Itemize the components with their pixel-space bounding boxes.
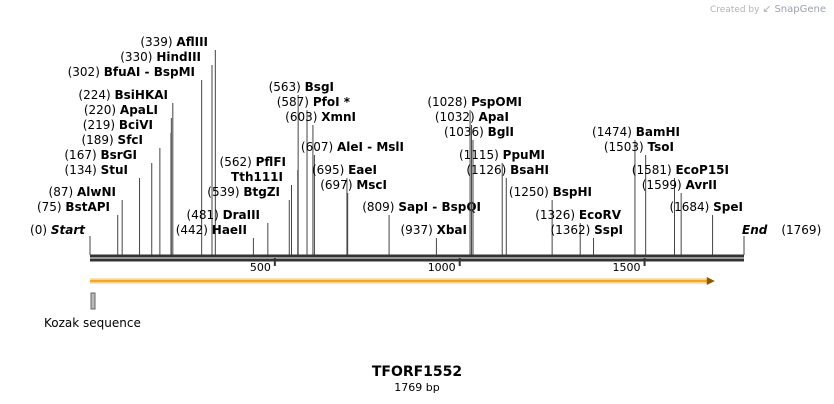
snapgene-logo-icon: ↙ [762, 2, 772, 15]
site-ecorv-label: (1326) EcoRV [535, 208, 622, 222]
site-bsrgi-label: (167) BsrGI [64, 148, 137, 162]
kozak-sequence-feature[interactable] [90, 292, 96, 310]
site-bfuai-bspmi[interactable]: (302) BfuAI - BspMI [68, 65, 203, 255]
site-pspomi-label: (1028) PspOMI [427, 95, 522, 109]
site-bcivi-label: (219) BciVI [83, 118, 153, 132]
site-avrii-label: (1599) AvrII [642, 178, 717, 192]
site-xmni-label: (603) XmnI [285, 110, 356, 124]
site-pspomi[interactable]: (1028) PspOMI [427, 95, 522, 255]
site-sapi-bspqi-label: (809) SapI - BspQI [362, 200, 481, 214]
site-apai-label: (1032) ApaI [435, 110, 509, 124]
site-alei-msli[interactable]: (607) AleI - MslI [301, 140, 404, 255]
site-tsoi[interactable]: (1503) TsoI [604, 140, 674, 255]
feature-layer [90, 292, 96, 310]
site-tth111i[interactable]: Tth111I [231, 170, 292, 255]
site-apali-label: (220) ApaLI [84, 103, 158, 117]
site-pflfi-label: (562) PflFI [220, 155, 286, 169]
site-bsgi[interactable]: (563) BsgI [269, 80, 334, 255]
site-btgzi-label: (539) BtgZI [207, 185, 280, 199]
site-xmni[interactable]: (603) XmnI [285, 110, 356, 255]
site-bsgi-label: (563) BsgI [269, 80, 334, 94]
site-bsphi[interactable]: (1250) BspHI [509, 185, 592, 255]
site-tsoi-label: (1503) TsoI [604, 140, 674, 154]
site-bstapi[interactable]: (75) BstAPI [37, 200, 119, 255]
site-bgli[interactable]: (1036) BglI [444, 125, 514, 255]
site-start[interactable]: (0) Start [30, 223, 91, 255]
site-stui-label: (134) StuI [65, 163, 128, 177]
snapgene-branding: Created by ↙ SnapGene [710, 2, 826, 15]
site-bsahi[interactable]: (1126) BsaHI [466, 163, 549, 255]
site-start-label: (0) Start [30, 223, 86, 237]
orf-layer [90, 277, 715, 285]
site-bstapi-label: (75) BstAPI [37, 200, 110, 214]
site-spei[interactable]: (1684) SpeI [669, 200, 743, 255]
site-spei-label: (1684) SpeI [669, 200, 743, 214]
site-bamhi-label: (1474) BamHI [592, 125, 680, 139]
site-bsphi-label: (1250) BspHI [509, 185, 592, 199]
site-afliii[interactable]: (339) AflIII [140, 35, 216, 255]
site-afliii-label: (339) AflIII [140, 35, 208, 49]
site-eaei[interactable]: (695) EaeI [312, 163, 377, 255]
site-end-label: End (1769) [742, 223, 821, 237]
site-apai[interactable]: (1032) ApaI [435, 110, 509, 255]
ruler-label-1000: 1000 [428, 261, 456, 274]
site-pfoi-label: (587) PfoI * [277, 95, 351, 109]
sequence-title-block: TFORF1552 1769 bp [0, 364, 834, 394]
site-xbai[interactable]: (937) XbaI [401, 223, 468, 255]
site-sfci-label: (189) SfcI [81, 133, 143, 147]
site-draiii[interactable]: (481) DraIII [187, 208, 269, 255]
site-apali[interactable]: (220) ApaLI [84, 103, 172, 255]
site-alei-msli-label: (607) AleI - MslI [301, 140, 404, 154]
site-avrii[interactable]: (1599) AvrII [642, 178, 717, 255]
site-alwni[interactable]: (87) AlwNI [49, 185, 123, 255]
ruler-label-1500: 1500 [613, 261, 641, 274]
sequence-length: 1769 bp [394, 381, 440, 394]
kozak-sequence-label[interactable]: Kozak sequence [44, 316, 141, 330]
site-alwni-label: (87) AlwNI [49, 185, 116, 199]
site-sspi[interactable]: (1362) SspI [550, 223, 623, 255]
site-ecop15i-label: (1581) EcoP15I [632, 163, 729, 177]
site-tth111i-label: Tth111I [231, 170, 283, 184]
orf-arrow-head [706, 277, 715, 285]
site-haeii[interactable]: (442) HaeII [176, 223, 254, 255]
site-ecorv[interactable]: (1326) EcoRV [535, 208, 622, 255]
site-bsihkai-label: (224) BsiHKAI [78, 88, 168, 102]
site-msci-label: (697) MscI [320, 178, 387, 192]
site-bsrgi[interactable]: (167) BsrGI [64, 148, 153, 255]
site-bfuai-bspmi-label: (302) BfuAI - BspMI [68, 65, 195, 79]
snapgene-name: SnapGene [774, 4, 826, 15]
created-by-text: Created by [709, 5, 760, 15]
site-end[interactable]: End (1769) [742, 223, 821, 255]
sequence-name: TFORF1552 [371, 364, 463, 380]
restriction-sites-layer: (0) Start (75) BstAPI(87) AlwNI (134) StuI… [30, 35, 821, 255]
site-xbai-label: (937) XbaI [401, 223, 468, 237]
site-ecop15i[interactable]: (1581) EcoP15I [632, 163, 729, 255]
site-eaei-label: (695) EaeI [312, 163, 377, 177]
site-pfoi[interactable]: (587) PfoI * [277, 95, 351, 255]
site-sfci[interactable]: (189) SfcI [81, 133, 161, 255]
site-btgzi[interactable]: (539) BtgZI [207, 185, 290, 255]
site-hindiii-label: (330) HindIII [120, 50, 201, 64]
site-ppumi-label: (1115) PpuMI [459, 148, 545, 162]
ruler-ticks: 500 1000 1500 [250, 258, 646, 274]
site-bsahi-label: (1126) BsaHI [466, 163, 549, 177]
site-msci[interactable]: (697) MscI [320, 178, 387, 255]
site-sspi-label: (1362) SspI [550, 223, 623, 237]
ruler-label-500: 500 [250, 261, 271, 274]
site-stui[interactable]: (134) StuI [65, 163, 141, 255]
site-hindiii[interactable]: (330) HindIII [120, 50, 213, 255]
site-bgli-label: (1036) BglI [444, 125, 514, 139]
site-ppumi[interactable]: (1115) PpuMI [459, 148, 545, 255]
site-bsihkai[interactable]: (224) BsiHKAI [78, 88, 174, 255]
site-bamhi[interactable]: (1474) BamHI [592, 125, 680, 255]
site-haeii-label: (442) HaeII [176, 223, 247, 237]
site-sapi-bspqi[interactable]: (809) SapI - BspQI [362, 200, 481, 255]
site-draiii-label: (481) DraIII [187, 208, 260, 222]
